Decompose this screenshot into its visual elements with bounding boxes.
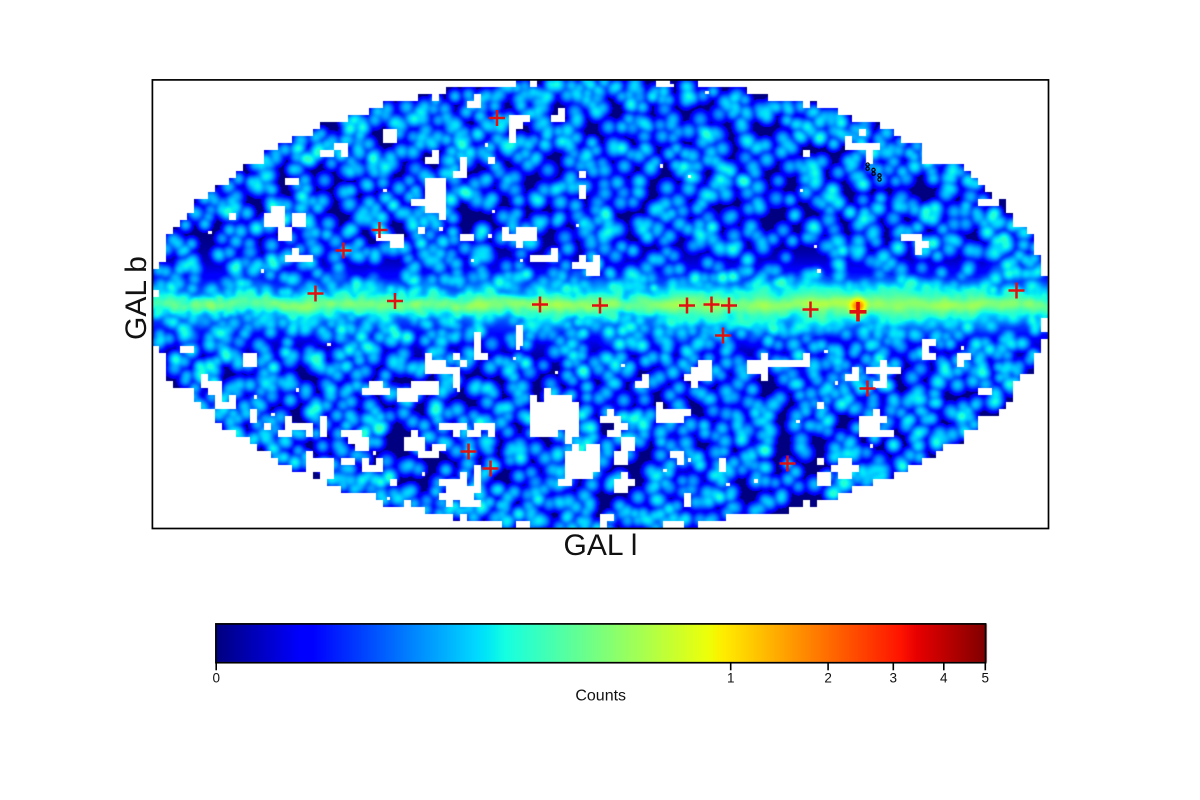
svg-text:0: 0 (212, 670, 220, 685)
svg-text:4: 4 (940, 670, 948, 685)
svg-text:Counts: Counts (575, 688, 626, 705)
svg-text:2: 2 (824, 670, 832, 685)
svg-text:GAL b: GAL b (120, 256, 153, 340)
svg-text:1: 1 (727, 670, 735, 685)
svg-text:5: 5 (982, 670, 990, 685)
svg-text:3: 3 (890, 670, 898, 685)
svg-text:GAL l: GAL l (564, 529, 638, 562)
